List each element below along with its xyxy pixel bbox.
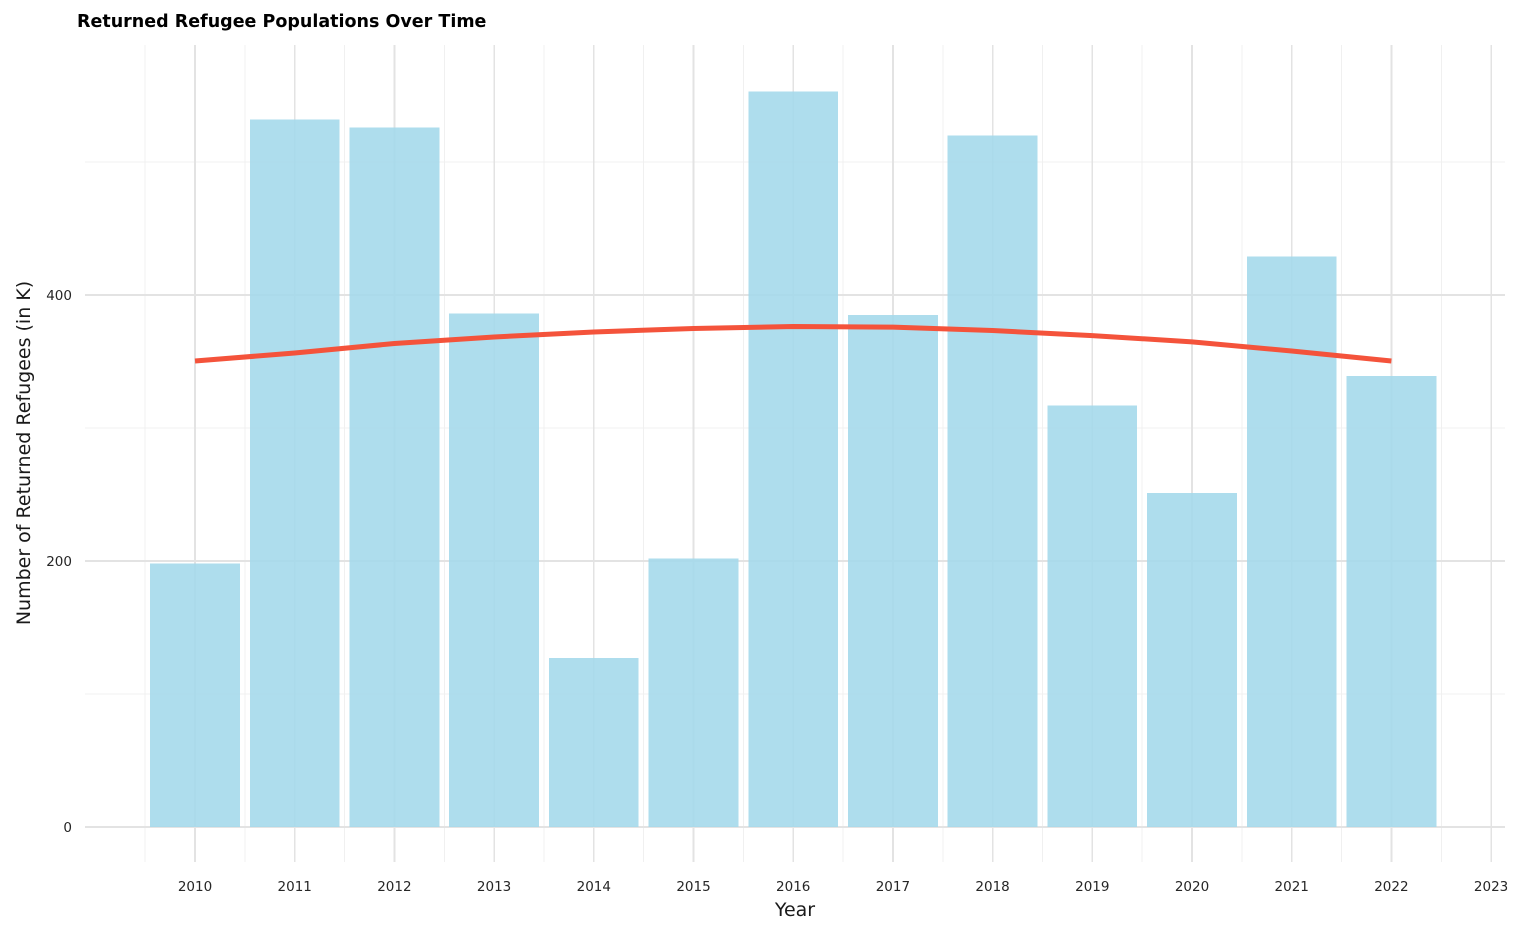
x-tick-label-2023: 2023 [1474, 879, 1508, 895]
x-axis-title: Year [774, 899, 816, 921]
trend-line [194, 324, 1392, 364]
bar-2017 [848, 314, 938, 827]
bar-2022 [1346, 376, 1437, 827]
y-axis-title: Number of Returned Refugees (in K) [13, 280, 35, 626]
chart-title: Returned Refugee Populations Over Time [77, 12, 487, 32]
x-tick-label-2017: 2017 [876, 879, 910, 895]
bar-2018 [947, 135, 1038, 827]
bar-2013 [449, 313, 539, 827]
bar-2012 [349, 127, 440, 828]
x-tick-label-2016: 2016 [776, 879, 810, 895]
bar-2010 [150, 563, 240, 827]
x-tick-label-2021: 2021 [1275, 879, 1309, 895]
x-tick-label-2015: 2015 [676, 879, 710, 895]
bar-2015 [648, 558, 739, 827]
y-tick-label-0: 0 [63, 820, 72, 836]
x-tick-label-2022: 2022 [1374, 879, 1408, 895]
bar-2014 [548, 658, 639, 827]
y-tick-label-400: 400 [46, 288, 72, 304]
bar-2019 [1047, 405, 1138, 827]
x-tick-label-2019: 2019 [1075, 879, 1109, 895]
x-tick-label-2014: 2014 [577, 879, 611, 895]
x-tick-label-2018: 2018 [975, 879, 1009, 895]
bar-2011 [249, 119, 340, 827]
x-tick-label-2012: 2012 [377, 879, 411, 895]
x-tick-label-2013: 2013 [477, 879, 511, 895]
x-tick-label-2020: 2020 [1175, 879, 1209, 895]
x-tick-label-2011: 2011 [278, 879, 312, 895]
bar-2021 [1246, 256, 1337, 827]
bar-2020 [1147, 493, 1237, 827]
y-tick-label-200: 200 [46, 554, 72, 570]
x-tick-label-2010: 2010 [178, 879, 212, 895]
bar-2016 [748, 91, 839, 827]
